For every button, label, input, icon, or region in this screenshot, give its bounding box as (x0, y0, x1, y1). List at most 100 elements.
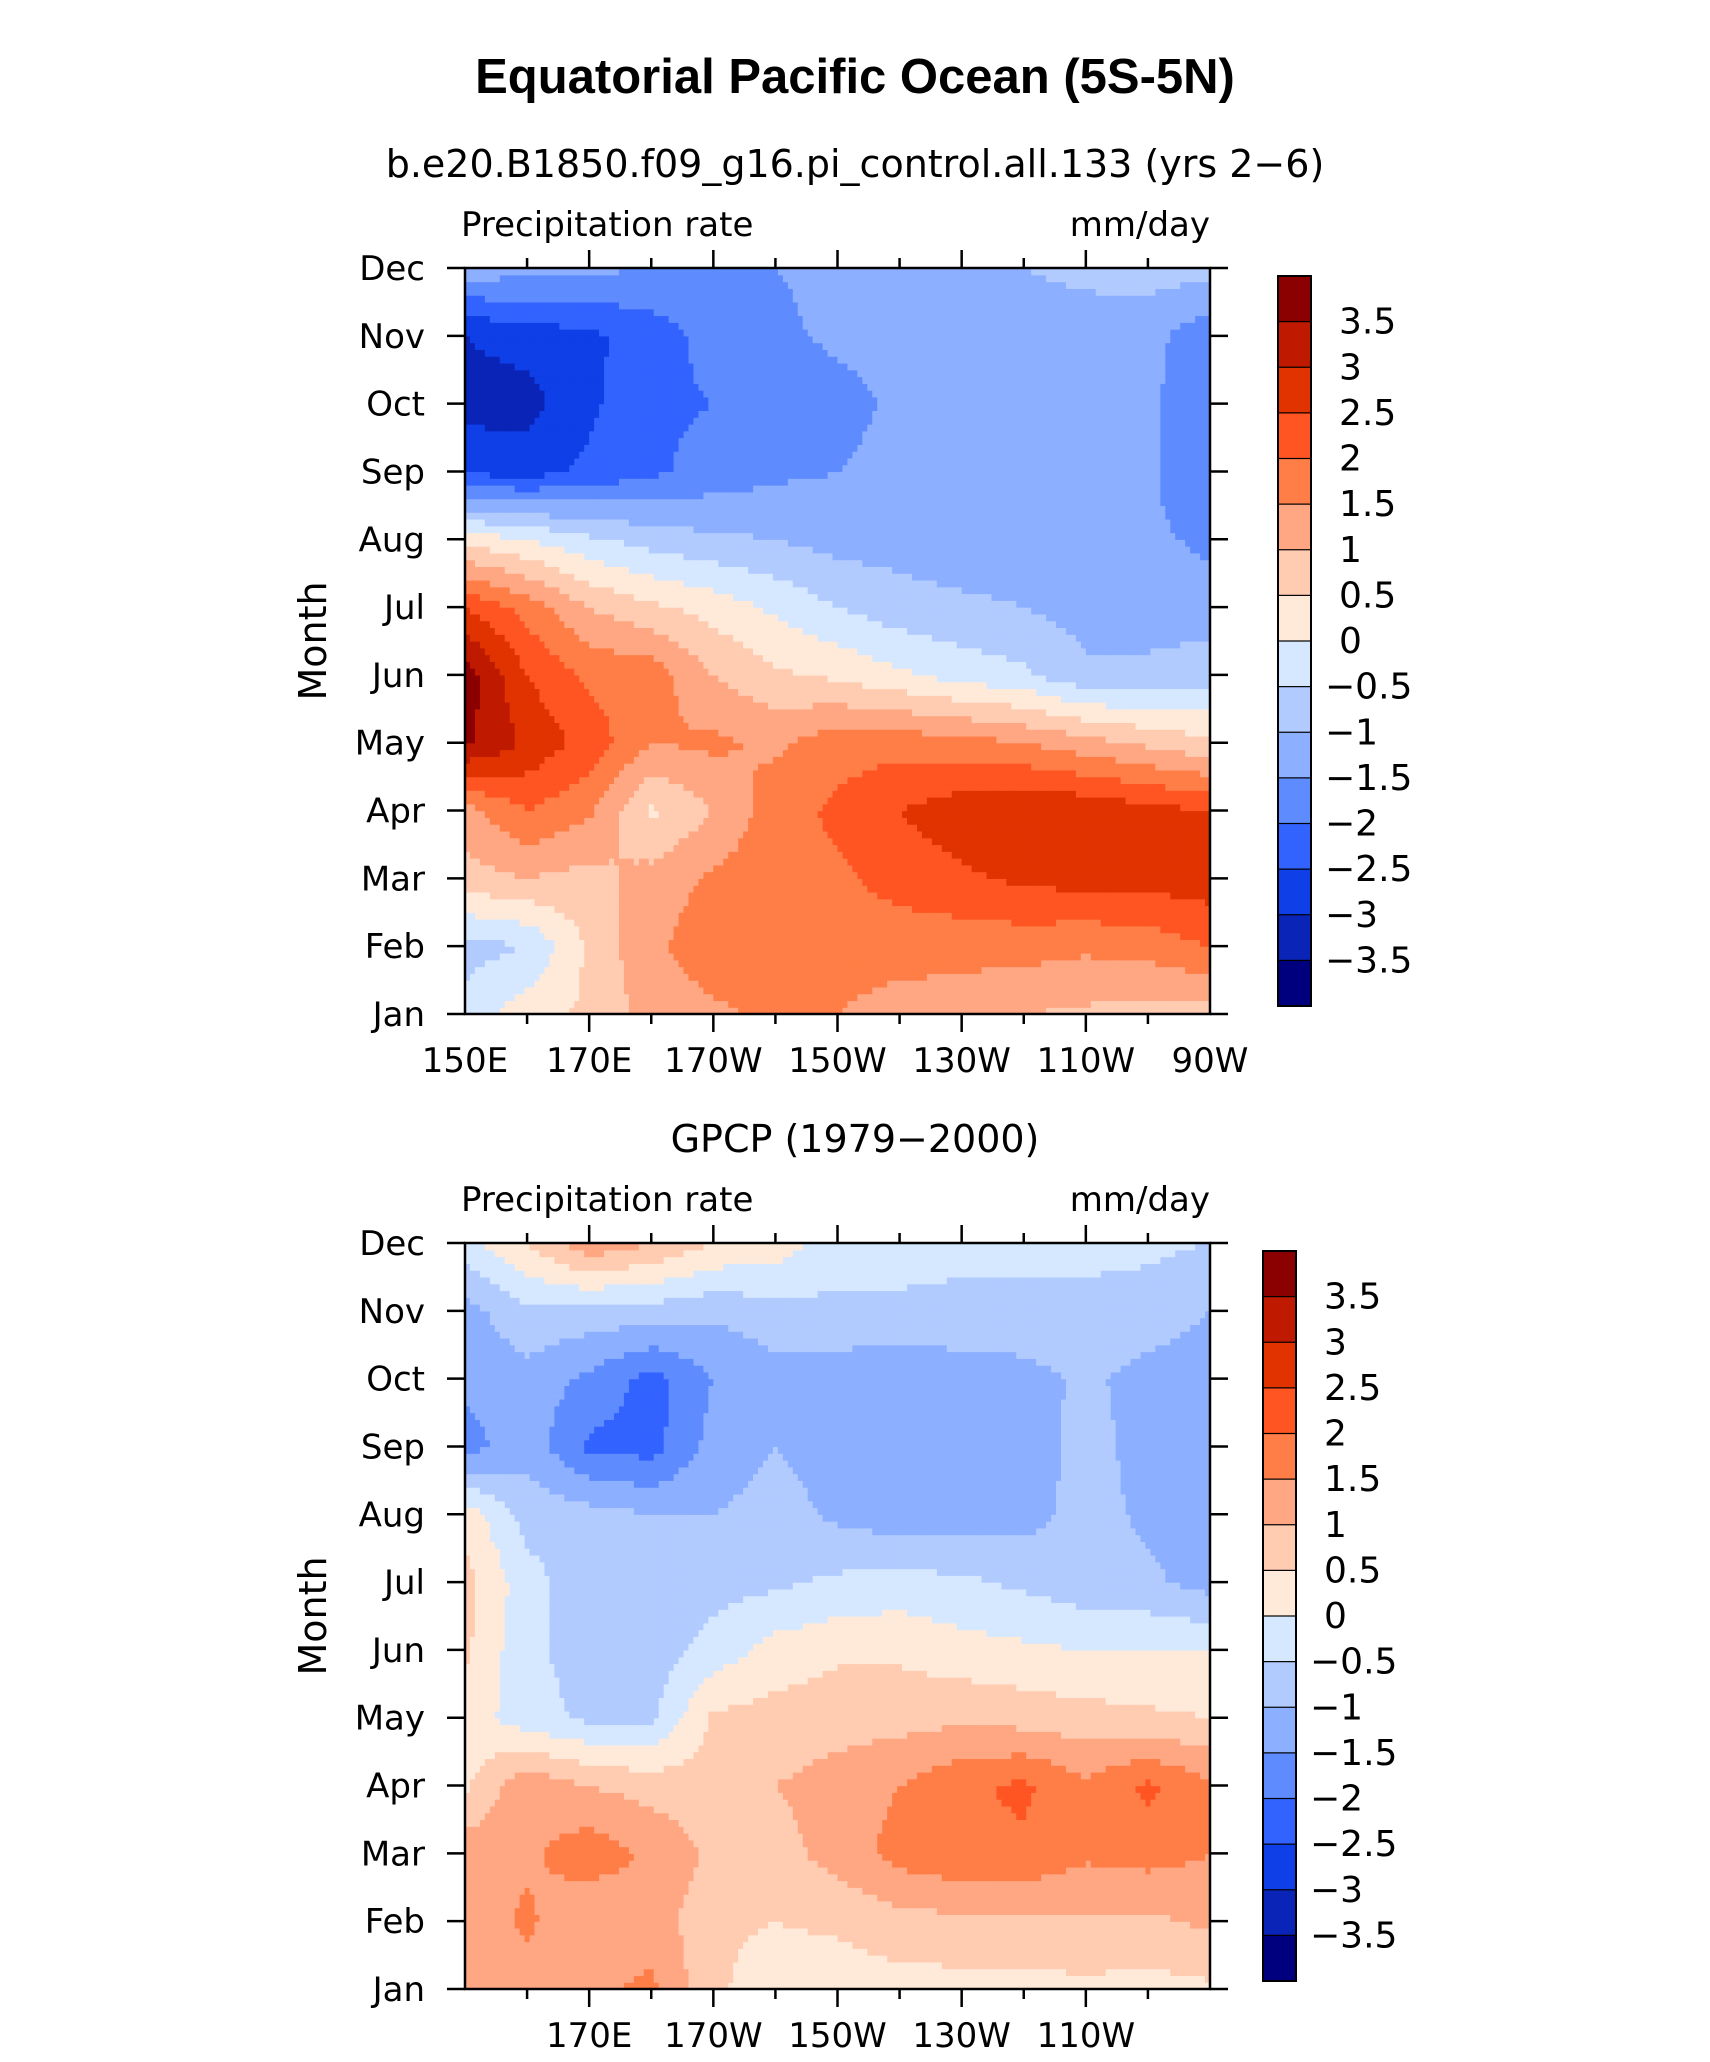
field-cell (1085, 919, 1092, 927)
field-cell (1095, 803, 1102, 812)
field-cell (698, 980, 704, 988)
field-cell (916, 925, 923, 934)
field-cell (1125, 980, 1132, 988)
field-cell (743, 790, 749, 798)
field-cell (1165, 946, 1171, 954)
field-cell (1011, 946, 1017, 954)
field-cell (544, 851, 551, 859)
field-cell (912, 959, 918, 968)
field-cell (539, 912, 546, 920)
field-cell (817, 803, 824, 812)
field-cell (663, 796, 670, 805)
field-cell (912, 925, 918, 934)
field-cell (916, 959, 923, 968)
field-cell (1061, 1000, 1067, 1008)
field-cell (743, 851, 749, 859)
field-cell (847, 851, 853, 859)
field-cell (579, 810, 585, 818)
field-cell (887, 871, 893, 879)
field-cell (763, 912, 769, 920)
field-cell (877, 810, 883, 818)
field-cell (554, 817, 560, 825)
field-cell (902, 993, 908, 1002)
field-cell (743, 871, 749, 879)
field-cell (469, 986, 476, 995)
field-cell (862, 946, 868, 954)
field-cell (504, 864, 511, 873)
field-cell (981, 939, 988, 947)
field-cell (777, 790, 784, 798)
field-cell (842, 1000, 849, 1008)
field-cell (961, 796, 968, 805)
field-cell (1195, 864, 1201, 873)
field-cell (499, 891, 506, 900)
field-cell (633, 952, 640, 961)
field-cell (1051, 973, 1057, 981)
field-cell (569, 844, 575, 852)
field-cell (499, 790, 506, 798)
field-cell (802, 980, 809, 988)
field-cell (936, 952, 943, 961)
field-cell (1150, 824, 1156, 832)
field-cell (931, 898, 938, 907)
field-cell (1090, 851, 1097, 859)
field-cell (489, 1000, 496, 1008)
field-cell (643, 946, 650, 954)
field-cell (623, 973, 630, 981)
field-cell (1150, 803, 1156, 812)
field-cell (1165, 898, 1171, 907)
field-cell (559, 952, 565, 961)
field-cell (1195, 824, 1201, 832)
field-cell (1016, 803, 1022, 812)
field-cell (658, 824, 665, 832)
field-cell (842, 966, 849, 974)
field-cell (1041, 858, 1047, 866)
field-cell (1061, 905, 1067, 913)
field-cell (862, 1000, 868, 1008)
field-cell (1075, 980, 1082, 988)
field-cell (1205, 817, 1211, 825)
field-cell (708, 790, 714, 798)
field-cell (991, 810, 998, 818)
field-cell (921, 919, 928, 927)
field-cell (1205, 939, 1211, 947)
field-cell (738, 830, 744, 839)
field-cell (688, 858, 695, 866)
field-cell (574, 925, 580, 934)
field-cell (882, 966, 888, 974)
field-cell (961, 919, 968, 927)
field-cell (832, 796, 839, 805)
field-cell (638, 844, 645, 852)
field-cell (996, 973, 1002, 981)
field-cell (882, 946, 888, 954)
field-cell (713, 891, 719, 900)
field-cell (1001, 858, 1007, 866)
field-cell (1145, 885, 1151, 893)
field-cell (1016, 980, 1022, 988)
field-cell (996, 810, 1002, 818)
field-cell (465, 925, 471, 934)
field-cell (628, 952, 635, 961)
field-cell (763, 966, 769, 974)
field-cell (852, 796, 858, 805)
field-cell (643, 824, 650, 832)
field-cell (812, 952, 819, 961)
field-cell (867, 993, 873, 1002)
field-cell (469, 952, 476, 961)
field-cell (877, 966, 883, 974)
field-cell (643, 844, 650, 852)
field-cell (847, 1007, 853, 1015)
field-cell (534, 837, 541, 846)
field-cell (996, 925, 1002, 934)
field-cell (668, 851, 675, 859)
field-cell (1135, 973, 1142, 981)
field-cell (713, 1000, 719, 1008)
field-cell (653, 783, 660, 791)
field-cell (484, 919, 491, 927)
field-cell (599, 898, 605, 907)
field-cell (1175, 830, 1181, 839)
field-cell (678, 858, 685, 866)
field-cell (1165, 973, 1171, 981)
field-cell (549, 851, 555, 859)
field-cell (738, 939, 744, 947)
